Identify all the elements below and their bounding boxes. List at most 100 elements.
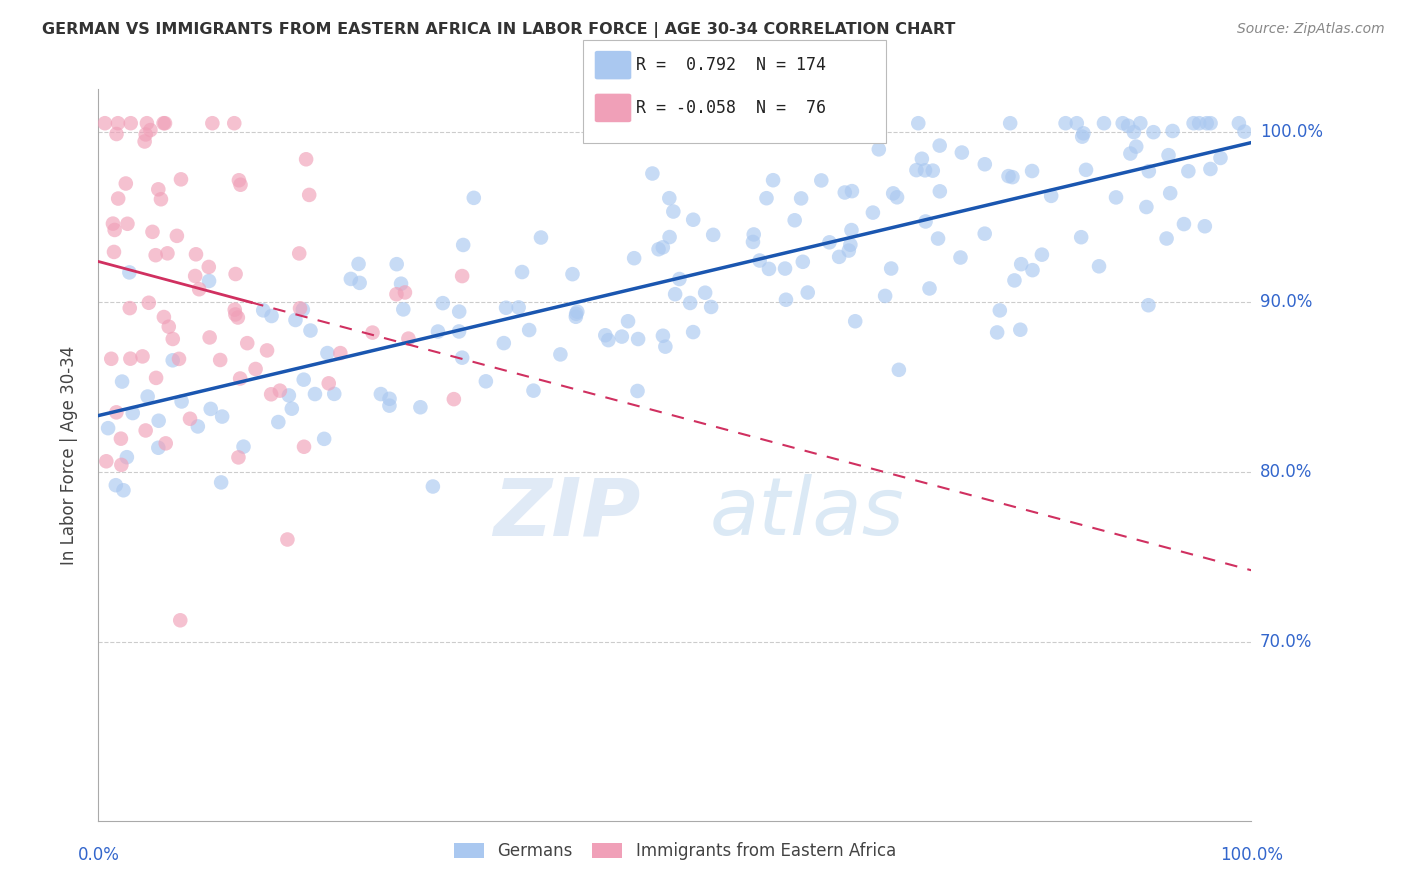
Point <box>1001 170 1024 185</box>
Point <box>1209 151 1232 165</box>
Point <box>152 116 174 130</box>
Point <box>162 332 184 346</box>
Point <box>149 192 172 206</box>
Point <box>184 268 207 283</box>
Point <box>107 116 129 130</box>
Point <box>105 405 128 419</box>
Point <box>682 325 704 339</box>
Point <box>1157 148 1180 162</box>
Point <box>236 336 259 351</box>
Point <box>139 123 162 137</box>
Point <box>188 282 211 296</box>
Text: Source: ZipAtlas.com: Source: ZipAtlas.com <box>1237 22 1385 37</box>
Point <box>928 138 950 153</box>
Text: 90.0%: 90.0% <box>1260 293 1312 310</box>
Text: GERMAN VS IMMIGRANTS FROM EASTERN AFRICA IN LABOR FORCE | AGE 30-34 CORRELATION : GERMAN VS IMMIGRANTS FROM EASTERN AFRICA… <box>42 22 956 38</box>
Point <box>838 244 860 258</box>
Point <box>100 351 122 366</box>
Point <box>617 314 640 328</box>
Point <box>742 235 765 249</box>
Point <box>664 287 686 301</box>
Point <box>1177 164 1199 178</box>
Point <box>284 313 307 327</box>
Point <box>950 145 973 160</box>
Point <box>565 310 588 324</box>
Point <box>299 324 322 338</box>
Point <box>647 242 669 256</box>
Point <box>97 421 120 435</box>
Point <box>627 332 650 346</box>
Point <box>911 152 934 166</box>
Point <box>550 347 572 361</box>
Point <box>695 285 717 300</box>
Point <box>1031 247 1053 261</box>
Point <box>224 116 246 130</box>
Point <box>702 227 724 242</box>
Point <box>145 371 167 385</box>
Point <box>114 177 136 191</box>
Text: 80.0%: 80.0% <box>1260 463 1312 481</box>
Point <box>522 384 544 398</box>
Point <box>94 116 117 130</box>
Point <box>156 246 179 260</box>
Point <box>179 411 201 425</box>
Point <box>378 392 401 406</box>
Point <box>120 351 142 366</box>
Point <box>1173 217 1195 231</box>
Point <box>209 353 232 368</box>
Point <box>658 191 681 205</box>
Point <box>115 450 138 465</box>
Point <box>973 227 995 241</box>
Point <box>378 399 401 413</box>
Point <box>198 274 221 288</box>
Point <box>110 432 132 446</box>
Point <box>347 257 370 271</box>
Point <box>187 419 209 434</box>
Point <box>148 441 170 455</box>
Text: ZIP: ZIP <box>494 475 640 552</box>
Point <box>269 384 291 398</box>
Point <box>252 303 274 318</box>
Point <box>291 302 314 317</box>
Point <box>107 192 129 206</box>
Point <box>682 212 704 227</box>
Point <box>565 307 588 321</box>
Point <box>288 246 311 260</box>
Point <box>134 135 156 149</box>
Point <box>131 350 153 364</box>
Point <box>170 394 193 409</box>
Point <box>277 388 299 402</box>
Point <box>229 178 252 192</box>
Point <box>260 309 283 323</box>
Point <box>921 163 943 178</box>
Point <box>201 116 224 130</box>
Point <box>198 330 221 344</box>
Point <box>396 332 419 346</box>
Point <box>295 153 318 167</box>
Point <box>882 186 904 201</box>
Point <box>117 217 139 231</box>
Point <box>928 185 950 199</box>
Point <box>886 190 908 204</box>
Point <box>224 302 246 317</box>
Point <box>1021 263 1043 277</box>
Point <box>1199 116 1222 130</box>
Point <box>762 173 785 187</box>
Point <box>775 293 797 307</box>
Point <box>1142 125 1164 139</box>
Point <box>288 301 311 316</box>
Point <box>245 362 267 376</box>
Point <box>463 191 485 205</box>
Point <box>844 314 866 328</box>
Point <box>905 163 928 178</box>
Point <box>475 374 498 388</box>
Point <box>314 432 336 446</box>
Point <box>997 169 1019 183</box>
Point <box>1105 190 1128 204</box>
Point <box>145 248 167 262</box>
Point <box>447 325 470 339</box>
Point <box>361 326 384 340</box>
Text: atlas: atlas <box>710 475 904 552</box>
Point <box>329 346 352 360</box>
Point <box>225 267 247 281</box>
